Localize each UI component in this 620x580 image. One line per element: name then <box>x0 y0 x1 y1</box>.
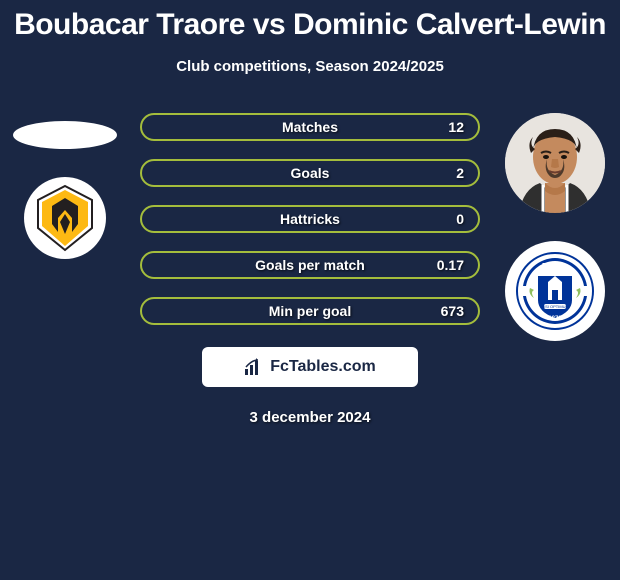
svg-text:NISI OPTIMUM: NISI OPTIMUM <box>541 304 569 309</box>
stat-value-right: 2 <box>456 165 464 181</box>
left-column <box>10 113 120 259</box>
stat-row-mpg: Min per goal 673 <box>140 297 480 325</box>
club-badge-wolves <box>24 177 106 259</box>
page-title: Boubacar Traore vs Dominic Calvert-Lewin <box>0 0 620 42</box>
comparison-content: Matches 12 Goals 2 Hattricks 0 Goals per… <box>0 113 620 325</box>
stat-value-right: 0 <box>456 211 464 227</box>
stat-row-goals: Goals 2 <box>140 159 480 187</box>
right-column: Everton NISI OPTIMUM 1878 <box>500 113 610 341</box>
stat-label: Goals per match <box>255 257 365 273</box>
club-badge-everton: Everton NISI OPTIMUM 1878 <box>505 241 605 341</box>
branding-text: FcTables.com <box>270 358 376 376</box>
stat-label: Min per goal <box>269 303 351 319</box>
stat-value-right: 673 <box>441 303 464 319</box>
wolves-icon <box>34 184 96 252</box>
date-text: 3 december 2024 <box>0 409 620 426</box>
player-avatar-right <box>505 113 605 213</box>
svg-text:Everton: Everton <box>542 263 568 270</box>
stat-label: Hattricks <box>280 211 340 227</box>
subtitle: Club competitions, Season 2024/2025 <box>0 58 620 75</box>
stat-value-right: 0.17 <box>437 257 464 273</box>
stat-label: Goals <box>291 165 330 181</box>
everton-icon: Everton NISI OPTIMUM 1878 <box>514 250 596 332</box>
stats-table: Matches 12 Goals 2 Hattricks 0 Goals per… <box>140 113 480 325</box>
stat-row-hattricks: Hattricks 0 <box>140 205 480 233</box>
stat-row-gpm: Goals per match 0.17 <box>140 251 480 279</box>
chart-bars-icon <box>244 358 266 376</box>
player-face-icon <box>505 113 605 213</box>
branding-badge: FcTables.com <box>202 347 418 387</box>
svg-text:1878: 1878 <box>548 316 562 322</box>
stat-label: Matches <box>282 119 338 135</box>
stat-row-matches: Matches 12 <box>140 113 480 141</box>
stat-value-right: 12 <box>448 119 464 135</box>
player-avatar-left <box>13 121 117 149</box>
